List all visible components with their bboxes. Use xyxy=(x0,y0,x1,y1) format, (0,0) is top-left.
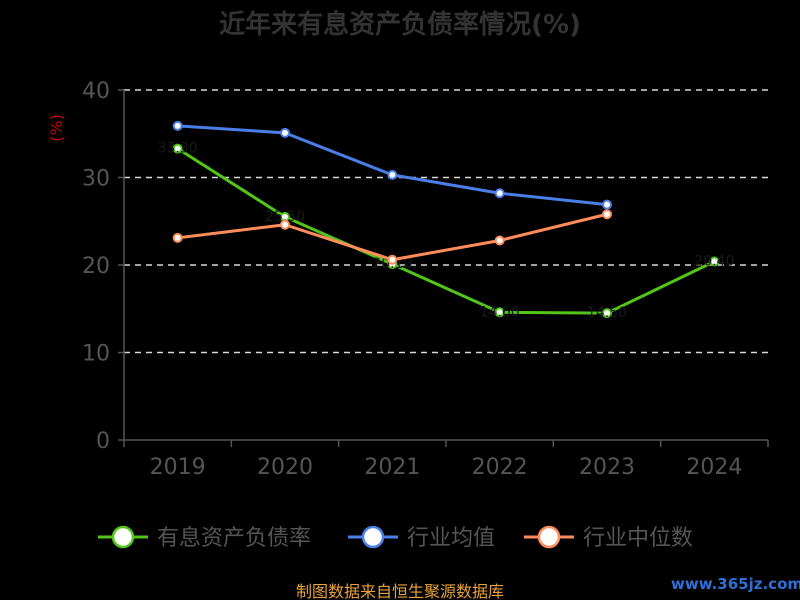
source-note: 制图数据来自恒生聚源数据库 xyxy=(296,582,504,600)
y-tick-label: 40 xyxy=(82,79,110,104)
x-tick-label: 2021 xyxy=(364,455,420,480)
data-point xyxy=(387,169,398,180)
series-line-2 xyxy=(177,212,608,262)
chart-title: 近年来有息资产负债率情况(%) xyxy=(219,9,581,40)
data-point xyxy=(602,209,612,220)
legend-marker xyxy=(361,525,385,549)
y-tick-label: 10 xyxy=(82,342,110,367)
data-point xyxy=(280,127,290,138)
x-tick-label: 2020 xyxy=(257,455,313,480)
data-point xyxy=(494,188,505,199)
data-point xyxy=(387,254,398,265)
data-label: 20.40 xyxy=(694,254,734,270)
data-label: 14.50 xyxy=(587,305,627,321)
legend-label: 有息资产负债率 xyxy=(157,526,311,551)
data-point xyxy=(494,235,505,246)
y-tick-label: 0 xyxy=(96,429,110,454)
data-point xyxy=(172,120,183,131)
x-tick-label: 2019 xyxy=(150,455,206,480)
data-label: 33.30 xyxy=(158,141,198,157)
legend-label: 行业中位数 xyxy=(583,526,693,551)
data-label: 14.60 xyxy=(480,304,520,320)
series-line-0 xyxy=(176,147,715,315)
data-point xyxy=(709,256,720,267)
data-point xyxy=(602,308,612,319)
legend-marker xyxy=(537,525,561,549)
legend-label: 行业均值 xyxy=(407,526,495,551)
x-tick-label: 2024 xyxy=(686,455,742,480)
y-axis-label: (%) xyxy=(47,114,66,142)
data-point xyxy=(172,232,183,243)
series-line-1 xyxy=(177,124,608,207)
data-point xyxy=(280,219,290,230)
x-tick-label: 2023 xyxy=(579,455,635,480)
data-point xyxy=(172,143,183,154)
y-tick-label: 20 xyxy=(82,254,110,279)
y-tick-label: 30 xyxy=(82,167,110,192)
watermark: www.365jz.com xyxy=(671,575,800,593)
data-label: 25.50 xyxy=(265,209,305,225)
data-point xyxy=(494,307,505,318)
x-tick-label: 2022 xyxy=(472,455,528,480)
legend-marker xyxy=(111,525,135,549)
data-point xyxy=(602,199,612,210)
